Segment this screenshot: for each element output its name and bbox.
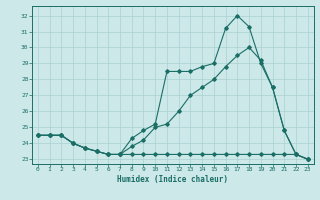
X-axis label: Humidex (Indice chaleur): Humidex (Indice chaleur): [117, 175, 228, 184]
